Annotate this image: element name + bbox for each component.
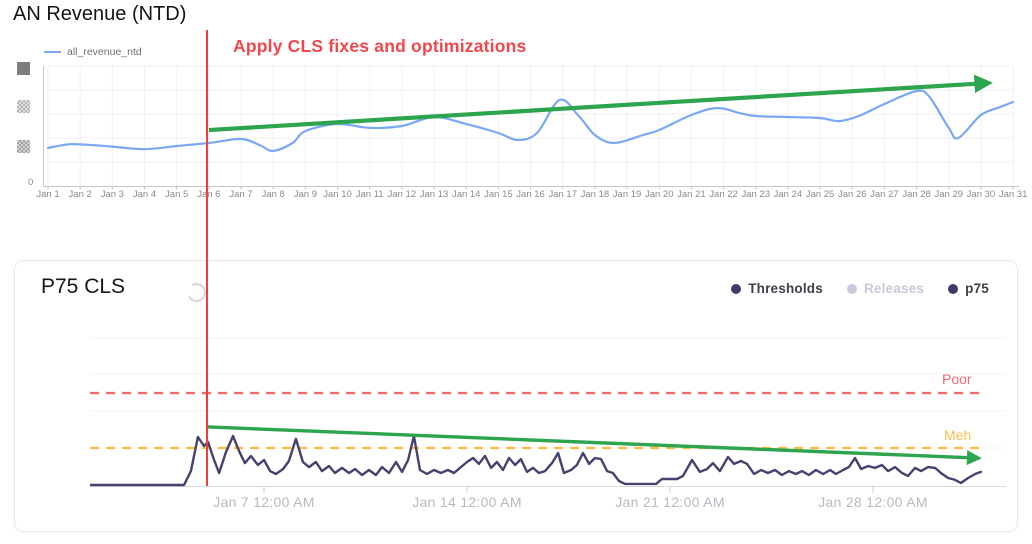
x-axis-tick-label: Jan 21 (677, 189, 706, 200)
x-axis-tick-label: Jan 3 (100, 189, 124, 200)
x-axis-tick-label: Jan 5 (165, 189, 189, 200)
x-axis-tick-label: Jan 29 (934, 189, 964, 200)
legend-item-p75[interactable]: p75 (948, 281, 989, 296)
x-axis-tick-label: Jan 6 (197, 189, 221, 200)
x-axis-tick-label: Jan 15 (484, 189, 513, 200)
x-axis-tick-label: Jan 17 (548, 189, 577, 200)
poor-threshold-label: Poor (942, 371, 972, 387)
x-axis-tick-label: Jan 13 (419, 189, 449, 200)
x-axis-tick-label: Jan 19 (612, 189, 642, 200)
revenue-x-axis-labels: Jan 1 Jan 2 Jan 3 Jan 4 Jan 5 Jan 6 Jan 7 Jan 8… (0, 189, 1032, 203)
x-axis-tick-label: Jan 16 (516, 189, 545, 200)
legend-label: p75 (965, 281, 989, 296)
x-axis-tick-label: Jan 24 (773, 189, 803, 200)
x-axis-tick-label: Jan 1 (36, 189, 60, 200)
meh-threshold-label: Meh (944, 427, 972, 443)
redacted-y-tick (17, 140, 30, 153)
x-axis-tick-label: Jan 23 (741, 189, 770, 200)
p75-legend: Thresholds Releases p75 (731, 281, 989, 296)
x-axis-tick-label: Jan 18 (580, 189, 610, 200)
revenue-legend-item[interactable]: all_revenue_ntd (44, 46, 142, 58)
x-axis-tick-label: Jan 22 (709, 189, 738, 200)
x-axis-tick-label: Jan 30 (966, 189, 996, 200)
x-axis-tick-label: Jan 9 (293, 189, 317, 200)
y-axis-zero-label: 0 (28, 177, 34, 188)
x-axis-tick-label: Jan 10 (323, 189, 352, 200)
upward-trend-arrow (208, 74, 993, 133)
revenue-series-line (46, 89, 1015, 153)
legend-item-thresholds[interactable]: Thresholds (731, 281, 823, 296)
x-axis-tick-label: Jan 21 12:00 AM (615, 494, 725, 510)
x-axis-tick-label: Jan 7 (229, 189, 253, 200)
legend-label: Releases (863, 281, 925, 296)
x-axis-tick-label: Jan 28 (902, 189, 931, 200)
p75-series-line (89, 434, 983, 487)
p75-cls-title: P75 CLS (41, 275, 126, 298)
redacted-y-tick (17, 62, 30, 75)
x-axis-tick-label: Jan 11 (355, 189, 384, 200)
revenue-chart-title: AN Revenue (NTD) (13, 3, 187, 25)
x-axis-tick-label: Jan 14 12:00 AM (412, 494, 522, 510)
p75-line-chart-canvas[interactable] (89, 301, 1011, 501)
x-axis-tick-label: Jan 14 (451, 189, 481, 200)
revenue-legend-label: all_revenue_ntd (67, 46, 142, 58)
x-axis-tick-label: Jan 28 12:00 AM (818, 494, 928, 510)
x-axis-tick-label: Jan 26 (837, 189, 867, 200)
x-axis-tick-label: Jan 8 (261, 189, 285, 200)
downward-trend-arrow (207, 425, 982, 466)
event-marker-line (206, 30, 208, 486)
x-axis-tick-label: Jan 20 (644, 189, 674, 200)
x-axis-tick-label: Jan 25 (805, 189, 835, 200)
x-axis-tick-label: Jan 12 (387, 189, 417, 200)
x-axis-tick-label: Jan 7 12:00 AM (213, 494, 315, 510)
x-axis-tick-label: Jan 2 (68, 189, 92, 200)
legend-dot-icon (948, 283, 959, 294)
revenue-line-chart-canvas[interactable] (43, 60, 1021, 194)
x-axis-tick-label: Jan 31 (998, 189, 1028, 200)
legend-dot-icon (846, 283, 857, 294)
redacted-y-tick (17, 100, 30, 113)
legend-dot-icon (731, 283, 742, 294)
x-axis-tick-label: Jan 4 (132, 189, 157, 200)
p75-cls-card: P75 CLS Thresholds Releases p75 Poor Meh J… (14, 260, 1018, 532)
legend-item-releases[interactable]: Releases (846, 281, 925, 296)
cls-fix-annotation: Apply CLS fixes and optimizations (233, 36, 527, 56)
legend-line-swatch (44, 51, 61, 53)
x-axis-tick-label: Jan 27 (870, 189, 899, 200)
legend-label: Thresholds (748, 281, 823, 296)
p75-x-axis-labels: Jan 7 12:00 AM Jan 14 12:00 AM Jan 21 12:0… (15, 494, 1017, 512)
